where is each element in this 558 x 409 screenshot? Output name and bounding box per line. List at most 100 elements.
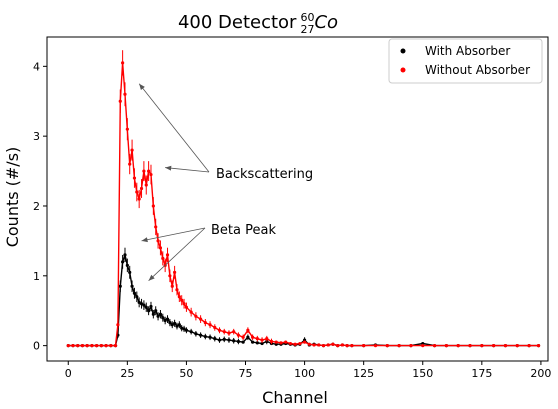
data-point-without-absorber <box>173 270 177 274</box>
data-point-without-absorber <box>340 343 345 347</box>
data-point-without-absorber <box>203 320 207 325</box>
data-point-without-absorber <box>113 344 118 348</box>
data-point-with-absorber <box>158 312 163 316</box>
x-axis-title: Channel <box>262 388 328 407</box>
y-axis-title: Counts (#/s) <box>3 147 22 248</box>
data-point-without-absorber <box>255 337 259 341</box>
data-point-without-absorber <box>147 169 151 173</box>
data-point-without-absorber <box>284 340 288 344</box>
data-point-without-absorber <box>503 344 508 348</box>
data-point-without-absorber <box>288 341 293 346</box>
data-point-without-absorber <box>85 344 89 348</box>
data-point-without-absorber <box>156 239 160 243</box>
data-point-with-absorber <box>184 328 189 332</box>
x-tick-label: 0 <box>65 367 72 380</box>
data-point-with-absorber <box>161 316 165 320</box>
data-point-without-absorber <box>168 274 172 278</box>
data-point-with-absorber <box>125 263 129 267</box>
data-point-without-absorber <box>109 344 113 348</box>
data-point-with-absorber <box>250 340 255 344</box>
data-point-with-absorber <box>208 335 212 339</box>
annotation-arrow <box>138 83 210 173</box>
y-tick-label: 0 <box>33 340 40 353</box>
data-point-without-absorber <box>293 342 297 346</box>
data-point-without-absorber <box>397 344 401 348</box>
data-point-without-absorber <box>180 298 184 302</box>
data-point-without-absorber <box>135 190 139 194</box>
data-point-without-absorber <box>80 344 85 348</box>
data-point-without-absorber <box>307 342 311 346</box>
data-point-with-absorber <box>121 260 125 264</box>
data-point-with-absorber <box>246 335 250 339</box>
data-point-without-absorber <box>142 169 146 173</box>
data-point-without-absorber <box>274 340 278 344</box>
data-point-without-absorber <box>536 344 541 348</box>
annotation-arrowhead <box>139 83 145 91</box>
data-point-with-absorber <box>189 330 193 334</box>
data-point-without-absorber <box>66 344 70 348</box>
data-point-without-absorber <box>527 344 531 348</box>
data-point-without-absorber <box>213 325 217 330</box>
data-point-without-absorber <box>444 344 448 348</box>
data-point-without-absorber <box>175 288 179 292</box>
data-point-with-absorber <box>173 321 177 325</box>
data-point-without-absorber <box>279 341 283 345</box>
legend-marker-without-absorber <box>400 67 406 73</box>
data-point-with-absorber <box>232 339 236 343</box>
data-point-with-absorber <box>222 337 226 341</box>
data-point-with-absorber <box>170 323 174 327</box>
data-point-with-absorber <box>199 333 203 337</box>
data-point-without-absorber <box>158 246 163 250</box>
data-point-with-absorber <box>177 323 181 327</box>
data-point-without-absorber <box>194 314 198 318</box>
data-point-without-absorber <box>137 197 141 201</box>
data-point-without-absorber <box>432 344 437 348</box>
data-point-without-absorber <box>385 344 389 348</box>
y-tick-label: 3 <box>33 130 40 143</box>
data-point-with-absorber <box>168 320 172 325</box>
data-point-without-absorber <box>90 344 94 348</box>
data-point-with-absorber <box>241 340 245 344</box>
annotations: Backscattering Beta Peak <box>138 83 313 281</box>
data-point-without-absorber <box>298 341 302 346</box>
data-point-with-absorber <box>118 284 122 288</box>
annotation-arrow <box>148 227 206 281</box>
data-point-without-absorber <box>189 310 193 314</box>
data-point-without-absorber <box>326 343 330 347</box>
data-point-with-absorber <box>149 304 153 309</box>
x-tick-label: 125 <box>353 367 374 380</box>
data-point-without-absorber <box>456 344 460 348</box>
data-point-with-absorber <box>194 332 198 336</box>
data-point-without-absorber <box>373 344 378 348</box>
data-point-without-absorber <box>232 330 236 334</box>
data-point-without-absorber <box>217 328 222 332</box>
data-point-with-absorber <box>182 327 186 331</box>
data-point-without-absorber <box>132 176 137 180</box>
data-point-with-absorber <box>165 317 170 321</box>
data-point-with-absorber <box>147 309 151 313</box>
data-point-without-absorber <box>128 162 132 166</box>
data-point-with-absorber <box>203 334 207 339</box>
y-tick-label: 4 <box>33 60 40 73</box>
data-point-without-absorber <box>362 344 366 348</box>
data-point-without-absorber <box>480 344 484 348</box>
x-tick-label: 75 <box>239 367 253 380</box>
data-point-without-absorber <box>236 333 241 337</box>
data-point-with-absorber <box>175 324 179 328</box>
data-point-without-absorber <box>151 204 155 208</box>
data-point-without-absorber <box>246 328 250 332</box>
data-point-without-absorber <box>95 344 99 348</box>
data-point-without-absorber <box>125 127 129 131</box>
data-point-without-absorber <box>121 61 125 65</box>
data-point-without-absorber <box>76 344 80 348</box>
data-point-without-absorber <box>317 343 321 347</box>
legend-box <box>388 38 543 84</box>
annotation-arrow <box>141 227 206 242</box>
data-point-with-absorber <box>260 341 264 346</box>
data-point-without-absorber <box>269 339 274 344</box>
data-point-with-absorber <box>255 341 259 345</box>
data-point-with-absorber <box>217 338 222 342</box>
data-point-without-absorber <box>468 344 472 348</box>
data-point-without-absorber <box>331 342 335 346</box>
